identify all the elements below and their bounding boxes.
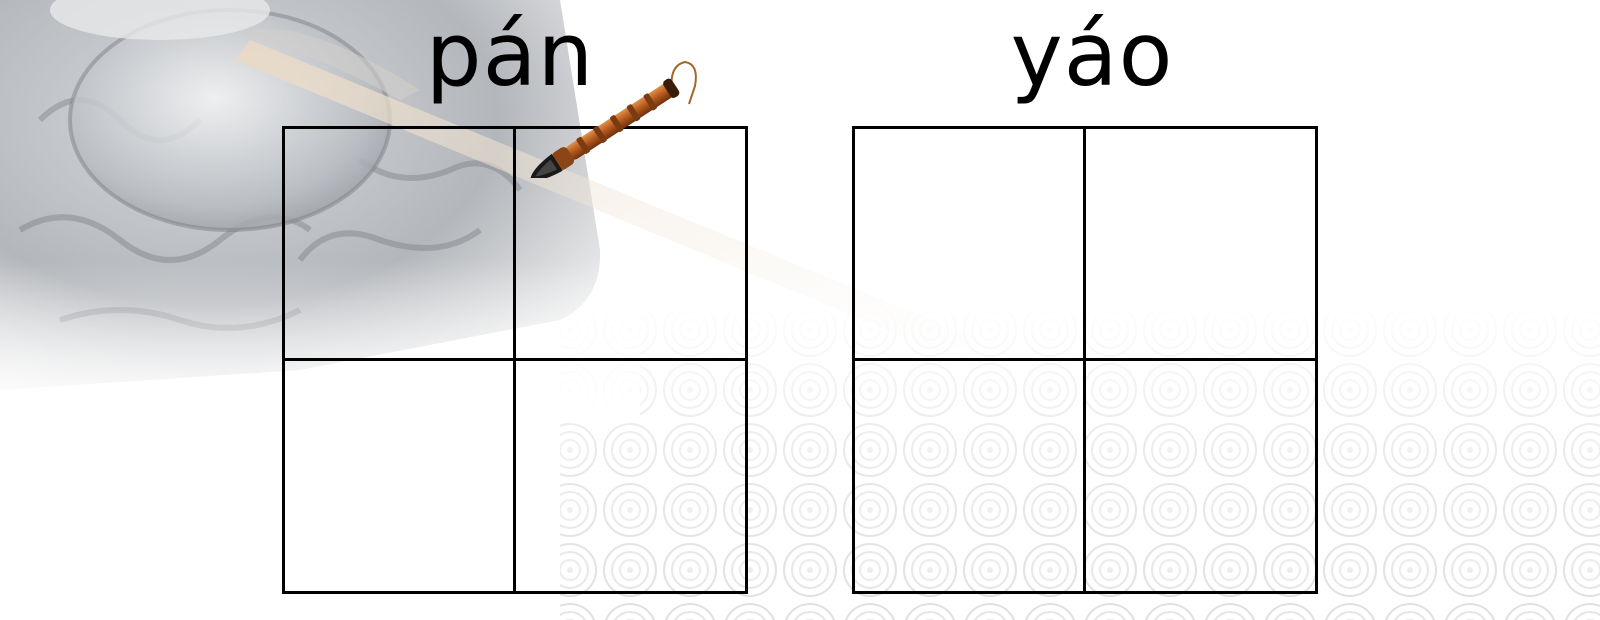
writing-grid-yao[interactable] [852,126,1318,594]
pinyin-label-yao: yáo [1010,3,1174,106]
calligraphy-brush-icon[interactable] [515,58,705,178]
pinyin-label-pan: pán [425,3,595,106]
grid-divider-horizontal [855,358,1315,361]
writing-grid-pan[interactable] [282,126,748,594]
grid-divider-horizontal [285,358,745,361]
